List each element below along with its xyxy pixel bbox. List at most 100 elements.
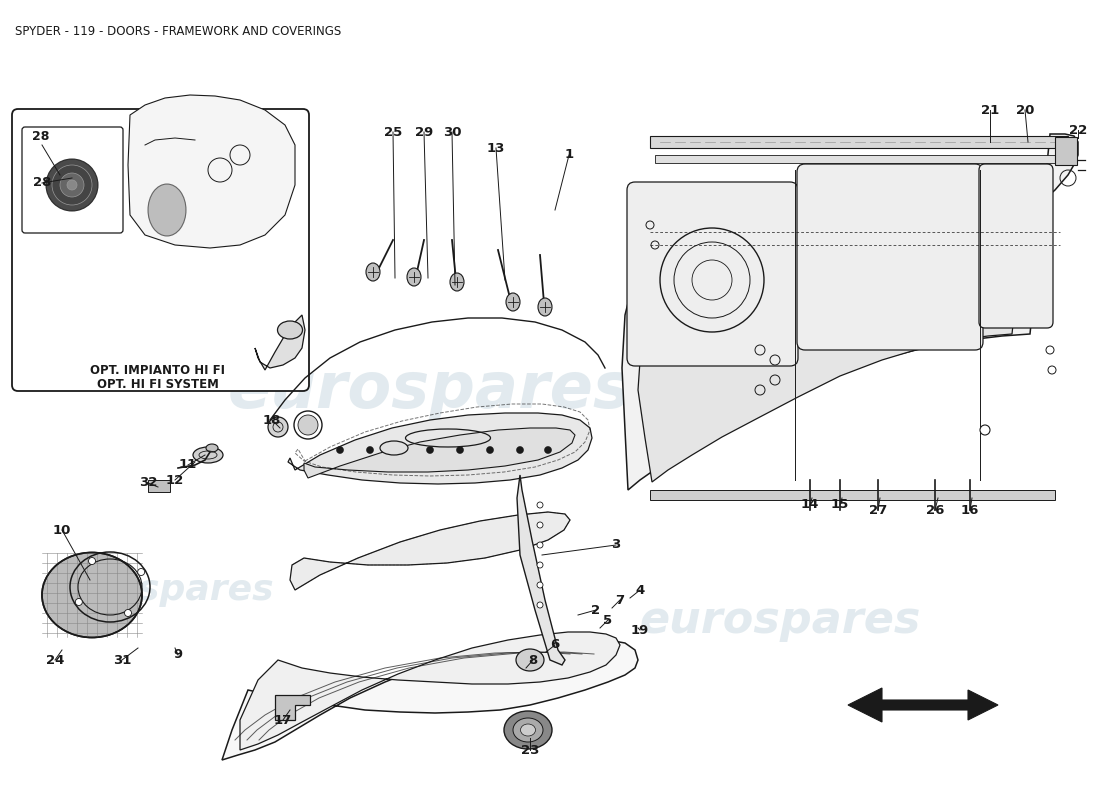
Text: 24: 24 bbox=[46, 654, 64, 666]
Text: eurospares: eurospares bbox=[46, 573, 274, 607]
Text: 14: 14 bbox=[801, 498, 820, 511]
Text: 27: 27 bbox=[869, 503, 887, 517]
Text: 23: 23 bbox=[520, 743, 539, 757]
Ellipse shape bbox=[42, 553, 142, 638]
Text: 11: 11 bbox=[179, 458, 197, 471]
Text: 12: 12 bbox=[166, 474, 184, 486]
Polygon shape bbox=[304, 428, 575, 478]
FancyBboxPatch shape bbox=[22, 127, 123, 233]
Text: 6: 6 bbox=[550, 638, 560, 651]
Bar bbox=[650, 490, 1055, 500]
Bar bbox=[654, 155, 1065, 163]
Circle shape bbox=[366, 446, 374, 454]
Ellipse shape bbox=[366, 263, 379, 281]
Circle shape bbox=[268, 417, 288, 437]
Circle shape bbox=[88, 558, 96, 565]
Circle shape bbox=[537, 522, 543, 528]
Text: OPT. HI FI SYSTEM: OPT. HI FI SYSTEM bbox=[97, 378, 219, 391]
Text: 19: 19 bbox=[631, 623, 649, 637]
Ellipse shape bbox=[506, 293, 520, 311]
Circle shape bbox=[456, 446, 463, 454]
Circle shape bbox=[298, 415, 318, 435]
FancyBboxPatch shape bbox=[12, 109, 309, 391]
Text: 13: 13 bbox=[487, 142, 505, 154]
Text: 3: 3 bbox=[612, 538, 620, 551]
Circle shape bbox=[427, 446, 433, 454]
Polygon shape bbox=[128, 95, 295, 248]
Polygon shape bbox=[638, 165, 1048, 482]
Polygon shape bbox=[290, 512, 570, 590]
Circle shape bbox=[46, 159, 98, 211]
Polygon shape bbox=[275, 695, 310, 720]
Bar bbox=[148, 480, 170, 492]
Text: 18: 18 bbox=[263, 414, 282, 426]
Text: 15: 15 bbox=[830, 498, 849, 511]
Ellipse shape bbox=[407, 268, 421, 286]
Ellipse shape bbox=[504, 711, 552, 749]
FancyBboxPatch shape bbox=[627, 182, 798, 366]
Text: 25: 25 bbox=[384, 126, 403, 138]
Circle shape bbox=[980, 425, 990, 435]
FancyBboxPatch shape bbox=[979, 164, 1053, 328]
Text: eurospares: eurospares bbox=[639, 598, 921, 642]
Ellipse shape bbox=[538, 298, 552, 316]
Text: SPYDER - 119 - DOORS - FRAMEWORK AND COVERINGS: SPYDER - 119 - DOORS - FRAMEWORK AND COV… bbox=[15, 25, 341, 38]
Text: 28: 28 bbox=[32, 130, 50, 143]
Text: 29: 29 bbox=[415, 126, 433, 138]
Text: 10: 10 bbox=[53, 523, 72, 537]
Text: 26: 26 bbox=[926, 503, 944, 517]
Polygon shape bbox=[240, 632, 620, 750]
Polygon shape bbox=[878, 690, 998, 720]
Text: 1: 1 bbox=[564, 149, 573, 162]
Ellipse shape bbox=[192, 447, 223, 463]
Text: 32: 32 bbox=[139, 477, 157, 490]
Text: 16: 16 bbox=[960, 503, 979, 517]
Circle shape bbox=[537, 542, 543, 548]
Ellipse shape bbox=[513, 718, 543, 742]
Circle shape bbox=[337, 446, 343, 454]
Text: 21: 21 bbox=[981, 103, 999, 117]
Text: 5: 5 bbox=[604, 614, 613, 626]
Ellipse shape bbox=[148, 184, 186, 236]
Circle shape bbox=[537, 562, 543, 568]
Text: 28: 28 bbox=[33, 177, 52, 190]
Circle shape bbox=[75, 598, 82, 606]
Circle shape bbox=[396, 446, 404, 454]
Text: 22: 22 bbox=[1069, 123, 1087, 137]
Text: 4: 4 bbox=[636, 583, 645, 597]
Bar bbox=[650, 136, 1068, 148]
Text: 31: 31 bbox=[113, 654, 131, 666]
Polygon shape bbox=[621, 134, 1078, 490]
Polygon shape bbox=[288, 413, 592, 484]
Circle shape bbox=[67, 180, 77, 190]
Circle shape bbox=[52, 165, 92, 205]
Polygon shape bbox=[255, 315, 305, 370]
Ellipse shape bbox=[520, 724, 536, 736]
Circle shape bbox=[544, 446, 551, 454]
FancyBboxPatch shape bbox=[798, 164, 983, 350]
Circle shape bbox=[537, 582, 543, 588]
Circle shape bbox=[537, 502, 543, 508]
Text: 7: 7 bbox=[615, 594, 625, 606]
Text: OPT. IMPIANTO HI FI: OPT. IMPIANTO HI FI bbox=[90, 363, 226, 377]
Ellipse shape bbox=[379, 441, 408, 455]
Text: 20: 20 bbox=[1015, 103, 1034, 117]
Text: 2: 2 bbox=[592, 603, 601, 617]
Polygon shape bbox=[848, 688, 882, 722]
Ellipse shape bbox=[516, 649, 544, 671]
Circle shape bbox=[537, 602, 543, 608]
Ellipse shape bbox=[206, 444, 218, 452]
Polygon shape bbox=[222, 640, 638, 760]
Text: 9: 9 bbox=[174, 649, 183, 662]
Text: 17: 17 bbox=[274, 714, 293, 726]
Polygon shape bbox=[517, 475, 565, 665]
Circle shape bbox=[486, 446, 494, 454]
Circle shape bbox=[517, 446, 524, 454]
Circle shape bbox=[138, 569, 145, 575]
Bar bbox=[1055, 137, 1077, 165]
Circle shape bbox=[124, 610, 132, 617]
Ellipse shape bbox=[277, 321, 302, 339]
Text: 30: 30 bbox=[442, 126, 461, 138]
Text: 8: 8 bbox=[528, 654, 538, 666]
Text: eurospares: eurospares bbox=[228, 359, 632, 421]
